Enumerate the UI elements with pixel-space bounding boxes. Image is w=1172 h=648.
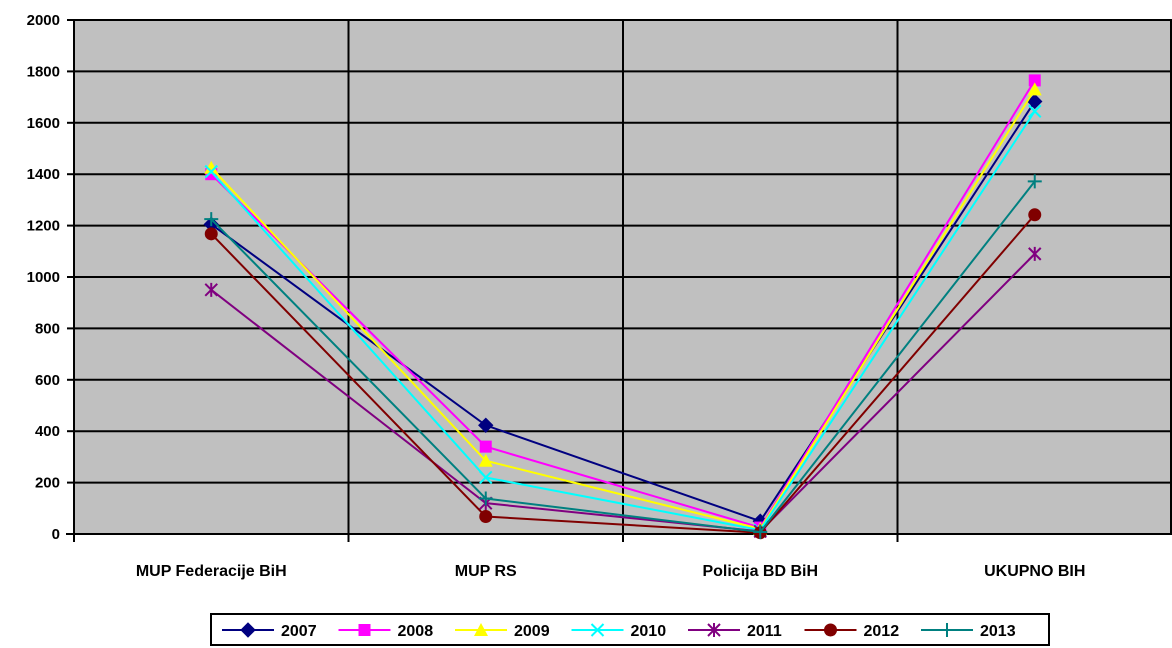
x-category-label: Policija BD BiH: [702, 563, 818, 580]
legend-marker: [707, 623, 721, 637]
series-line-2013: [210, 180, 1036, 534]
legend-item-2011: 2011: [688, 623, 782, 640]
data-point-2012: [1028, 208, 1042, 222]
series-2012: [204, 208, 1042, 540]
y-tick-label: 400: [35, 423, 60, 440]
y-tick-label: 1200: [27, 218, 60, 235]
legend-item-2013: 2013: [921, 623, 1016, 640]
data-point-2013: [478, 491, 493, 506]
data-point-2009: [478, 453, 493, 467]
legend-marker: [940, 623, 954, 637]
y-tick-label: 2000: [27, 12, 60, 29]
legend-label: 2009: [514, 623, 550, 640]
legend-marker: [474, 623, 488, 636]
y-tick-label: 1400: [27, 166, 60, 183]
legend-item-2010: 2010: [571, 623, 667, 640]
data-point-2010: [204, 164, 218, 179]
legend-marker: [824, 623, 837, 637]
axes: 0 200 400 600 800 1000 1200 1400 1600 1800 2000 MUP…: [27, 12, 1172, 580]
legend-item-2012: 2012: [804, 623, 900, 640]
data-point-2012: [204, 227, 218, 241]
y-tick-label: 1800: [27, 63, 60, 80]
legend-marker: [240, 622, 256, 638]
data-point-2008: [479, 440, 492, 453]
series-line-2011: [210, 253, 1036, 533]
legend-label: 2007: [281, 623, 317, 640]
data-point-2007: [478, 417, 494, 433]
series-line-2012: [210, 214, 1036, 534]
legend-marker: [358, 624, 371, 636]
data-point-2010: [1028, 104, 1042, 118]
series-group: [203, 74, 1043, 540]
data-point-2008: [1028, 74, 1041, 87]
legend: 2007 2008 2009 2010 2011 2012 2013: [210, 613, 1050, 646]
data-point-2013: [204, 212, 219, 227]
data-point-2013: [753, 524, 768, 539]
x-category-label: UKUPNO BIH: [984, 563, 1085, 580]
legend-item-2009: 2009: [455, 623, 550, 640]
y-tick-label: 1000: [27, 269, 60, 286]
series-line-2008: [210, 79, 1036, 529]
data-point-2010: [479, 470, 493, 485]
legend-label: 2011: [747, 623, 782, 640]
legend-item-2007: 2007: [222, 622, 317, 640]
series-2013: [204, 174, 1042, 539]
data-point-2011: [1028, 246, 1042, 261]
series-line-2010: [210, 110, 1036, 532]
legend-label: 2013: [980, 623, 1016, 640]
legend-marker: [590, 623, 605, 637]
x-category-label: MUP RS: [455, 563, 517, 580]
data-point-2009: [1027, 82, 1042, 96]
data-point-2007: [1027, 93, 1043, 110]
legend-label: 2010: [631, 623, 667, 640]
legend-label: 2008: [398, 623, 434, 640]
data-point-2013: [1027, 174, 1042, 189]
data-point-2009: [204, 160, 219, 174]
gridlines: [74, 19, 1172, 542]
legend-item-2008: 2008: [338, 623, 434, 640]
x-category-label: MUP Federacije BiH: [136, 563, 287, 580]
y-tick-label: 600: [35, 372, 60, 389]
legend-label: 2012: [864, 623, 900, 640]
y-tick-label: 800: [35, 320, 60, 337]
y-tick-label: 200: [35, 475, 60, 492]
y-tick-label: 0: [52, 526, 60, 543]
series-line-2009: [210, 88, 1036, 531]
y-tick-label: 1600: [27, 115, 60, 132]
data-point-2011: [204, 282, 218, 297]
data-point-2012: [479, 510, 493, 524]
